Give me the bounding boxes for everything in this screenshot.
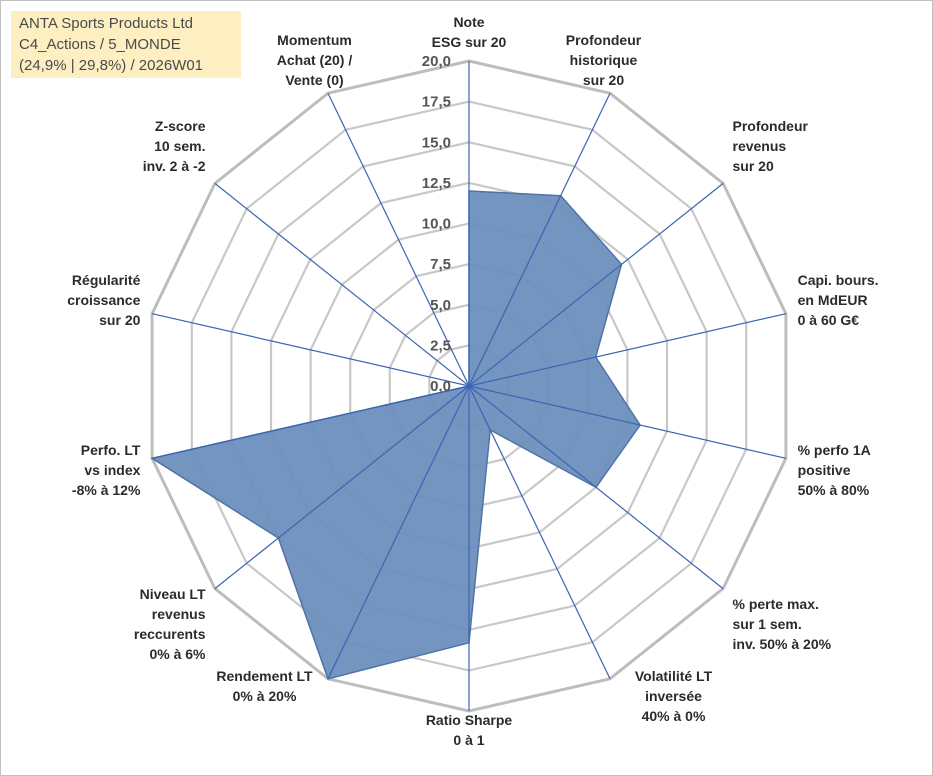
portfolio-label: C4_Actions / 5_MONDE bbox=[19, 36, 181, 53]
axis-label: Niveau LT revenus reccurents 0% à 6% bbox=[134, 586, 206, 662]
axis-label: Rendement LT 0% à 20% bbox=[216, 668, 313, 704]
axis-label: % perte max. sur 1 sem. inv. 50% à 20% bbox=[733, 596, 832, 652]
axis-label: Momentum Achat (20) / Vente (0) bbox=[277, 32, 353, 88]
r-tick-label: 17,5 bbox=[422, 94, 451, 111]
axis-label: Note ESG sur 20 bbox=[432, 14, 507, 50]
r-tick-label: 10,0 bbox=[422, 216, 451, 233]
axis-spoke bbox=[151, 313, 470, 387]
axis-label: Perfo. LT vs index -8% à 12% bbox=[72, 442, 141, 498]
company-name: ANTA Sports Products Ltd bbox=[19, 15, 193, 32]
axis-label: % perfo 1A positive 50% à 80% bbox=[798, 442, 871, 498]
axis-spoke bbox=[327, 92, 470, 387]
axis-spoke bbox=[214, 385, 470, 590]
axis-label: Profondeur historique sur 20 bbox=[566, 32, 642, 88]
axis-spoke bbox=[214, 182, 470, 387]
r-tick-label: 5,0 bbox=[430, 297, 451, 314]
data-series-area bbox=[150, 190, 642, 680]
axis-label: Ratio Sharpe 0 à 1 bbox=[426, 712, 513, 748]
axis-spoke bbox=[468, 385, 611, 680]
title-box: ANTA Sports Products Ltd C4_Actions / 5_… bbox=[11, 11, 241, 78]
axis-label: Profondeur revenus sur 20 bbox=[733, 118, 809, 174]
r-tick-label: 15,0 bbox=[422, 134, 451, 151]
axis-label: Z-score 10 sem. inv. 2 à -2 bbox=[143, 118, 206, 174]
axis-spoke bbox=[468, 385, 724, 590]
axis-spoke bbox=[468, 313, 787, 387]
r-tick-label: 20,0 bbox=[422, 53, 451, 70]
axis-spoke bbox=[468, 182, 724, 387]
r-tick-label: 7,5 bbox=[430, 256, 451, 273]
axis-spoke bbox=[468, 92, 611, 387]
r-tick-label: 2,5 bbox=[430, 337, 451, 354]
axis-label: Régularité croissance sur 20 bbox=[67, 272, 140, 328]
r-tick-label: 12,5 bbox=[422, 175, 451, 192]
period-label: (24,9% | 29,8%) / 2026W01 bbox=[19, 57, 203, 74]
axis-spoke bbox=[327, 385, 470, 680]
axis-label: Volatilité LT inversée 40% à 0% bbox=[635, 668, 713, 724]
axis-spoke bbox=[151, 385, 470, 459]
axis-spoke bbox=[468, 385, 787, 459]
axis-label: Capi. bours. en MdEUR 0 à 60 G€ bbox=[798, 272, 879, 328]
r-tick-label: 0,0 bbox=[430, 378, 451, 395]
